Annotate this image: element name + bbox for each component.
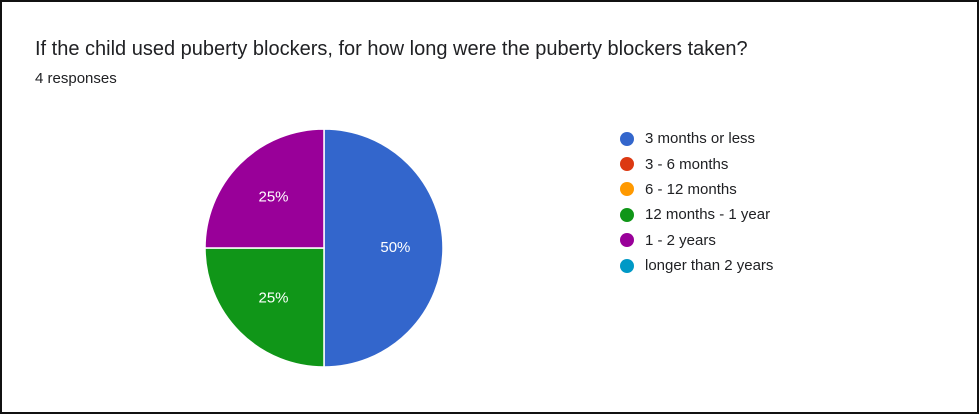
legend-label-4: 12 months - 1 year	[645, 206, 771, 224]
chart-title: If the child used puberty blockers, for …	[35, 38, 748, 60]
legend-swatch-2	[620, 157, 634, 172]
slice-label-4: 25%	[258, 289, 288, 306]
legend-swatch-1	[620, 131, 634, 146]
legend-swatch-5	[620, 233, 634, 248]
legend-label-1: 3 months or less	[645, 130, 756, 148]
pie-slice-1[interactable]	[323, 128, 444, 368]
slice-label-5: 25%	[258, 188, 288, 205]
pie-slice-5[interactable]	[204, 128, 325, 249]
slice-label-1: 50%	[380, 239, 410, 256]
legend-label-6: longer than 2 years	[645, 257, 774, 275]
legend-swatch-3	[620, 182, 634, 197]
legend-label-5: 1 - 2 years	[645, 231, 716, 249]
response-count: 4 responses	[35, 70, 117, 87]
legend-item-1[interactable]: 3 months or less	[620, 126, 773, 151]
legend-item-6[interactable]: longer than 2 years	[620, 253, 773, 278]
legend-item-4[interactable]: 12 months - 1 year	[620, 202, 773, 227]
legend-swatch-6	[620, 258, 634, 273]
pie-slice-4[interactable]	[204, 247, 325, 368]
legend-item-3[interactable]: 6 - 12 months	[620, 177, 773, 202]
legend-label-2: 3 - 6 months	[645, 155, 729, 173]
legend-swatch-4	[620, 207, 634, 222]
legend-item-5[interactable]: 1 - 2 years	[620, 228, 773, 253]
legend-item-2[interactable]: 3 - 6 months	[620, 151, 773, 176]
legend-label-3: 6 - 12 months	[645, 180, 737, 198]
chart-legend: 3 months or less 3 - 6 months 6 - 12 month…	[620, 126, 773, 278]
